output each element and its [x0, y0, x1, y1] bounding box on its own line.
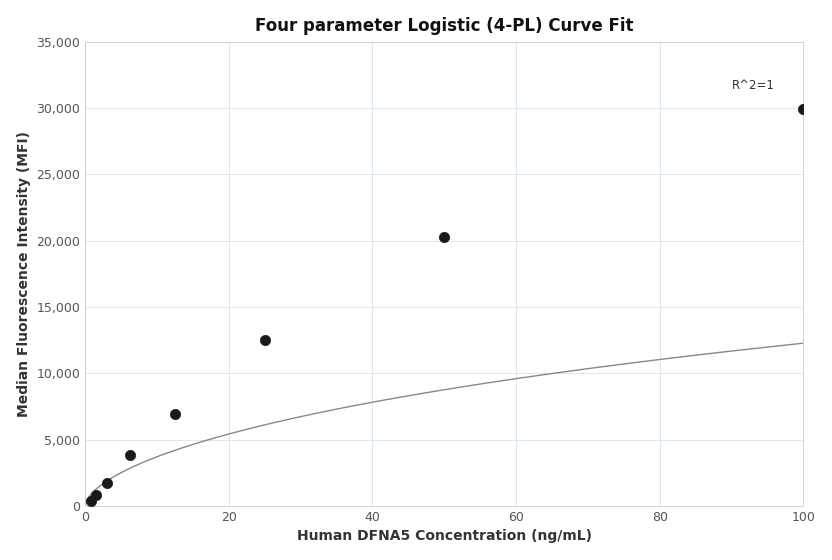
- Point: [258, 335, 271, 344]
- Title: Four parameter Logistic (4-PL) Curve Fit: Four parameter Logistic (4-PL) Curve Fit: [255, 17, 633, 35]
- Point: [101, 479, 114, 488]
- X-axis label: Human DFNA5 Concentration (ng/mL): Human DFNA5 Concentration (ng/mL): [297, 529, 592, 543]
- Point: [123, 450, 136, 459]
- Y-axis label: Median Fluorescence Intensity (MFI): Median Fluorescence Intensity (MFI): [17, 131, 31, 417]
- Point: [84, 496, 97, 505]
- Text: R^2=1: R^2=1: [732, 79, 775, 92]
- Point: [168, 410, 181, 419]
- Point: [90, 490, 103, 499]
- Point: [797, 105, 810, 114]
- Point: [438, 232, 451, 241]
